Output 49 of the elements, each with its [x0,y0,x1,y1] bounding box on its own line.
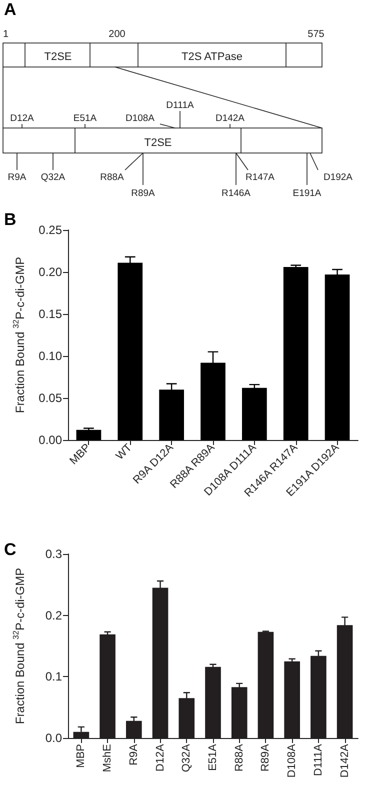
x-tick-label: R88A [233,743,246,772]
text: 575 [308,29,325,40]
text: 200 [108,29,126,40]
x-tick-label: D111A [312,743,324,776]
text: R89A [131,188,156,199]
y-tick-label: 0.25 [38,223,62,237]
x-tick-label: Q32A [180,743,193,772]
x-tick-label: D142A [338,743,351,778]
text: D12A [10,113,35,124]
chart-title: C [4,540,16,560]
x-tick-label: D108A [286,743,298,778]
text: A [4,0,16,20]
text: T2SE [144,137,172,149]
x-tick-label: E51A [207,743,219,771]
y-tick-label: 0.05 [38,391,62,405]
x-tick-label: WT [114,442,135,462]
chart-title: B [4,210,16,230]
text: D111A [166,100,194,111]
text: D108A [125,113,156,124]
y-tick-label: 0.3 [45,547,62,561]
text: T2S ATPase [182,51,242,63]
y-tick-label: 0.1 [45,670,62,684]
y-tick-label: 0.20 [38,265,62,279]
text: D192A [323,172,354,183]
text: 1 [3,29,9,40]
y-tick-label: 0.0 [45,731,62,745]
bar [283,266,308,440]
y-tick-label: 0.10 [38,349,62,363]
bar [242,388,267,440]
y-axis-title: Fraction Bound 32P-c-di-GMP [12,568,27,724]
x-tick-label: MshE [102,744,114,772]
x-tick-label: D12A [154,743,166,772]
text: E191A [292,188,322,199]
y-tick-label: 0.00 [38,433,62,447]
x-tick-label: R9A [128,743,140,766]
text: D142A [215,113,246,124]
text: R88A [100,172,125,183]
x-tick-label: R89A [260,743,272,772]
text: Q32A [40,172,66,183]
text: R146A [221,188,252,199]
text: R147A [245,172,276,183]
bar [76,430,102,440]
y-tick-label: 0.15 [38,307,62,321]
y-axis-title: Fraction Bound 32P-c-di-GMP [12,256,27,414]
x-tick-label: MBP [75,744,88,768]
text: R9A [8,172,27,183]
text: T2SE [44,51,72,63]
text: E51A [73,113,98,124]
y-tick-label: 0.2 [45,608,62,622]
